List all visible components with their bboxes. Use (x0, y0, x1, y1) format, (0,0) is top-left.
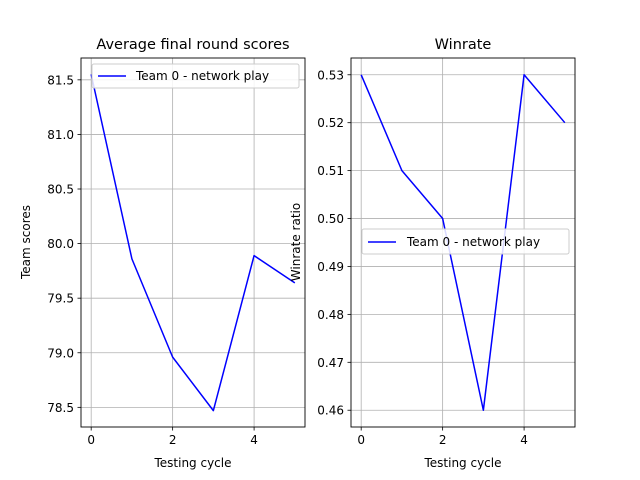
winrate-y-tick-label: 0.47 (317, 356, 344, 370)
winrate-series-line (360, 74, 566, 411)
winrate-y-tick-label: 0.53 (317, 68, 344, 82)
scores-y-tick-label: 80.5 (47, 183, 74, 197)
winrate-series (360, 74, 566, 411)
scores-legend-label: Team 0 - network play (135, 69, 269, 83)
winrate-y-tick-label: 0.46 (317, 404, 344, 418)
winrate-gridlines (351, 58, 575, 427)
winrate-y-tick-label: 0.50 (317, 212, 344, 226)
winrate-x-ticks: 0 2 4 (357, 427, 528, 447)
scores-chart-title: Average final round scores (96, 37, 289, 53)
scores-y-ticks: 78.5 79.0 79.5 80.0 80.5 81.0 81.5 (47, 73, 81, 415)
scores-legend-box (91, 63, 300, 89)
scores-y-tick-label: 79.0 (47, 346, 74, 360)
scores-x-tick-label: 0 (87, 433, 95, 447)
winrate-y-tick-label: 0.48 (317, 308, 344, 322)
scores-x-tick-label: 4 (250, 433, 258, 447)
scores-series (90, 74, 296, 412)
winrate-y-tick-label: 0.52 (317, 116, 344, 130)
scores-legend: Team 0 - network play (91, 63, 300, 89)
winrate-x-axis-label: Testing cycle (423, 456, 501, 470)
scores-x-axis-label: Testing cycle (153, 456, 231, 470)
winrate-y-tick-label: 0.49 (317, 260, 344, 274)
scores-x-ticks: 0 2 4 (87, 427, 258, 447)
winrate-x-tick-label: 0 (357, 433, 365, 447)
scores-y-tick-label: 78.5 (47, 401, 74, 415)
subplot-winrate: Winrate 0 2 4 0.46 0.47 0.48 0.49 0.50 0.51 0.52… (289, 37, 576, 470)
scores-series-line (90, 74, 296, 412)
winrate-y-ticks: 0.46 0.47 0.48 0.49 0.50 0.51 0.52 0.53 (317, 68, 351, 418)
scores-plot-frame (80, 57, 306, 428)
winrate-plot-frame (350, 57, 576, 428)
scores-y-tick-label: 81.0 (47, 128, 74, 142)
winrate-y-axis-label: Winrate ratio (289, 203, 303, 281)
winrate-y-tick-label: 0.51 (317, 164, 344, 178)
scores-y-tick-label: 81.5 (47, 73, 74, 87)
winrate-legend: Team 0 - network play (361, 228, 570, 255)
scores-y-tick-label: 79.5 (47, 292, 74, 306)
winrate-legend-box (361, 228, 570, 255)
scores-x-tick-label: 2 (169, 433, 177, 447)
winrate-legend-label: Team 0 - network play (406, 235, 540, 249)
winrate-x-tick-label: 4 (520, 433, 528, 447)
scores-y-axis-label: Team scores (19, 205, 33, 280)
winrate-chart-title: Winrate (435, 37, 492, 53)
winrate-x-tick-label: 2 (439, 433, 447, 447)
scores-y-tick-label: 80.0 (47, 237, 74, 251)
